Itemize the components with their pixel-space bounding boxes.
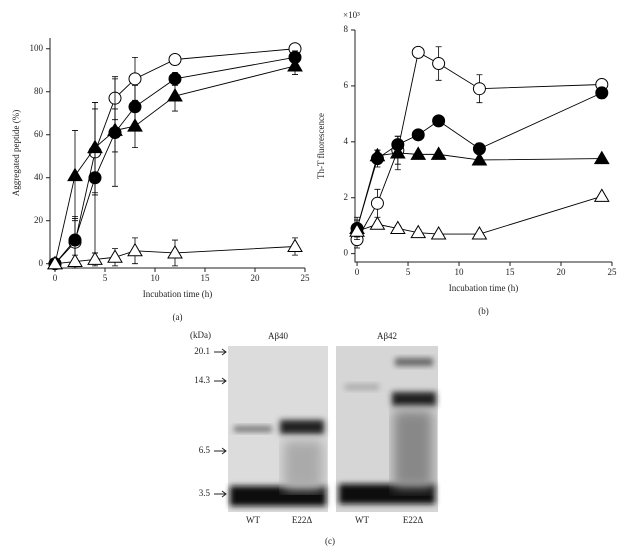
x-tick-label: 0: [355, 267, 360, 277]
y-tick-label: 4: [344, 136, 349, 146]
data-point: [287, 57, 303, 72]
panel-label: (b): [478, 306, 489, 316]
data-point: [67, 167, 83, 182]
x-tick-label: 20: [557, 267, 567, 277]
x-tick-label: 5: [103, 273, 108, 283]
y-tick-label: 8: [344, 24, 349, 34]
lane-label: E22Δ: [403, 515, 423, 525]
gel-unit: (kDa): [190, 330, 211, 340]
data-point: [287, 238, 303, 253]
data-point: [349, 223, 365, 237]
data-point: [68, 233, 82, 247]
gel-panel-title: Aβ42: [377, 331, 397, 341]
mw-marker: 6.5: [199, 445, 211, 455]
data-point: [369, 147, 386, 162]
data-point: [411, 45, 425, 59]
y-tick-label: 0: [39, 258, 44, 268]
data-point: [168, 52, 182, 66]
data-point: [432, 114, 446, 128]
panel-label: (a): [173, 312, 183, 322]
lane-label: E22Δ: [292, 515, 312, 525]
data-point: [127, 242, 143, 257]
x-tick-label: 0: [53, 273, 58, 283]
x-axis-label: Incubation time (h): [449, 283, 518, 293]
data-point: [389, 144, 406, 159]
data-point: [369, 216, 386, 230]
mw-marker: 14.3: [194, 375, 210, 385]
x-tick-label: 25: [301, 273, 311, 283]
data-point: [471, 226, 488, 240]
x-tick-label: 10: [151, 273, 161, 283]
data-point: [430, 226, 447, 240]
data-point: [411, 128, 425, 142]
y-tick-label: 0: [344, 248, 349, 258]
data-point: [410, 224, 427, 239]
data-point: [471, 151, 488, 166]
data-point: [127, 118, 143, 132]
data-point: [107, 249, 123, 263]
x-tick-label: 10: [455, 267, 465, 277]
lane-label: WT: [246, 515, 260, 525]
lane-label: WT: [355, 515, 369, 525]
y-tick-label: 2: [344, 192, 349, 202]
data-point: [87, 139, 103, 154]
data-point: [410, 146, 427, 160]
data-point: [370, 196, 384, 210]
data-point: [472, 82, 486, 96]
axes: [354, 30, 612, 263]
data-point: [47, 255, 63, 270]
x-tick-label: 15: [201, 273, 211, 283]
x-tick-label: 20: [251, 273, 261, 283]
data-point: [593, 188, 610, 202]
mw-marker: 20.1: [194, 346, 210, 356]
data-point: [67, 253, 83, 268]
y-axis-label: Aggregated peptide (%): [11, 110, 21, 196]
data-point: [595, 86, 609, 100]
data-point: [107, 122, 123, 136]
y-tick-label: 60: [34, 129, 44, 139]
data-point: [87, 251, 103, 265]
y-tick-label: 20: [34, 215, 44, 225]
y-tick-label: 40: [34, 172, 44, 182]
gel-images: [228, 346, 438, 512]
x-axis-label: Incubation time (h): [143, 289, 212, 299]
panel-label: (c): [325, 536, 335, 546]
x-tick-label: 5: [406, 267, 411, 277]
data-point: [430, 146, 447, 160]
data-point: [389, 220, 406, 234]
y-tick-label: 100: [30, 43, 44, 53]
data-point: [432, 57, 446, 71]
y-tick-label: 6: [344, 80, 349, 90]
gel-panel-title: Aβ40: [268, 331, 289, 341]
data-point: [167, 244, 183, 259]
marker-arrows: [214, 348, 227, 498]
y-multiplier: ×10³: [343, 10, 360, 20]
y-tick-label: 80: [34, 86, 44, 96]
mw-marker: 3.5: [199, 488, 211, 498]
data-point: [128, 72, 142, 86]
x-tick-label: 15: [506, 267, 516, 277]
y-axis-label: Th-T fluorescence: [316, 113, 326, 179]
data-point: [593, 150, 610, 165]
data-point: [167, 88, 183, 102]
x-tick-label: 25: [608, 267, 618, 277]
